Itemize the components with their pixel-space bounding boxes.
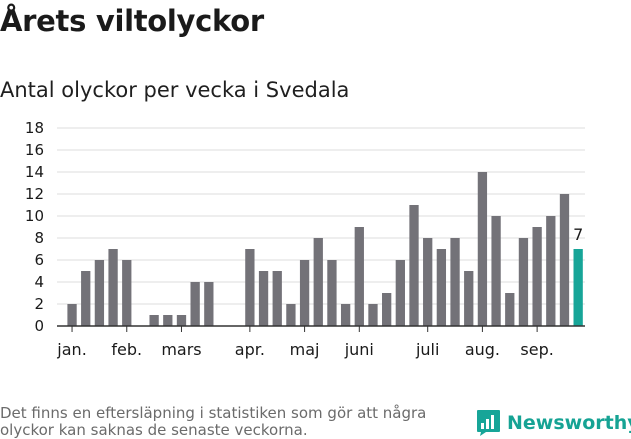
bar bbox=[354, 227, 364, 326]
bar bbox=[149, 315, 159, 326]
y-tick-label: 6 bbox=[34, 251, 44, 269]
bar bbox=[450, 238, 460, 326]
chart-title: Årets viltolyckor bbox=[0, 4, 264, 38]
y-tick-label: 4 bbox=[34, 273, 44, 291]
month-label: mars bbox=[161, 340, 201, 359]
bar bbox=[163, 315, 173, 326]
month-label: juli bbox=[415, 340, 439, 359]
gridlines bbox=[57, 127, 585, 305]
month-label: jan. bbox=[56, 340, 86, 359]
bar bbox=[272, 271, 282, 326]
bar bbox=[327, 260, 337, 326]
bar bbox=[477, 172, 488, 326]
bar bbox=[340, 304, 351, 326]
bar bbox=[368, 304, 378, 326]
bar bbox=[286, 304, 296, 326]
bar bbox=[382, 293, 392, 326]
bar bbox=[299, 260, 310, 326]
month-label: apr. bbox=[235, 340, 265, 359]
bar bbox=[464, 271, 474, 326]
footnote: Det finns en eftersläpning i statistiken… bbox=[0, 404, 427, 439]
bar bbox=[546, 216, 556, 326]
bar bbox=[190, 282, 200, 326]
bar bbox=[122, 260, 132, 326]
month-label: juni bbox=[344, 340, 374, 359]
bars bbox=[67, 172, 583, 326]
month-label: aug. bbox=[465, 340, 500, 359]
bar bbox=[532, 227, 542, 326]
month-label: feb. bbox=[111, 340, 142, 359]
bar bbox=[67, 304, 77, 326]
bar bbox=[258, 271, 269, 326]
y-tick-label: 12 bbox=[25, 185, 44, 203]
bar bbox=[313, 238, 323, 326]
y-tick-label: 0 bbox=[34, 317, 44, 335]
bar bbox=[81, 271, 91, 326]
y-tick-label: 18 bbox=[25, 119, 44, 137]
month-labels: jan. feb. mars apr. maj juni juli aug. sep. bbox=[56, 326, 554, 359]
y-axis-ticks: 0 2 4 6 8 10 12 14 16 18 bbox=[25, 119, 44, 335]
bar bbox=[491, 216, 501, 326]
bar bbox=[395, 260, 405, 326]
bar bbox=[436, 249, 447, 326]
bar bbox=[423, 238, 433, 326]
bar bbox=[204, 282, 214, 326]
month-label: maj bbox=[290, 340, 320, 359]
y-tick-label: 16 bbox=[25, 141, 44, 159]
bar bbox=[518, 238, 529, 326]
bar bbox=[559, 194, 570, 326]
bar bbox=[108, 249, 118, 326]
chart-subtitle: Antal olyckor per vecka i Svedala bbox=[0, 78, 350, 102]
bar bbox=[409, 205, 419, 326]
bar bbox=[245, 249, 255, 326]
month-label: sep. bbox=[520, 340, 553, 359]
newsworthy-logo[interactable]: Newsworthy bbox=[476, 409, 631, 437]
newsworthy-logo-icon bbox=[477, 410, 500, 436]
bar bbox=[176, 315, 187, 326]
brand-name: Newsworthy bbox=[507, 412, 631, 434]
y-tick-label: 14 bbox=[25, 163, 44, 181]
bar bbox=[505, 293, 515, 326]
y-tick-label: 8 bbox=[34, 229, 44, 247]
bar-latest-week bbox=[573, 249, 583, 326]
y-tick-label: 2 bbox=[34, 295, 44, 313]
bar bbox=[94, 260, 105, 326]
y-tick-label: 10 bbox=[25, 207, 44, 225]
last-bar-value-label: 7 bbox=[573, 225, 583, 244]
